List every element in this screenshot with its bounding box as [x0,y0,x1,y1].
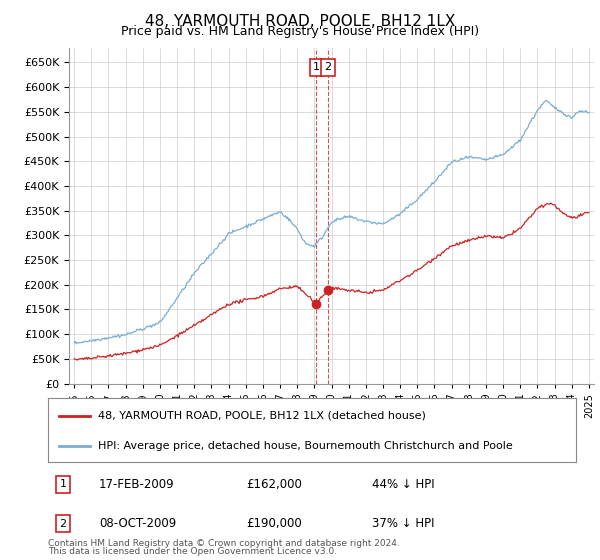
Text: 44% ↓ HPI: 44% ↓ HPI [372,478,434,491]
Text: HPI: Average price, detached house, Bournemouth Christchurch and Poole: HPI: Average price, detached house, Bour… [98,441,513,451]
Text: 48, YARMOUTH ROAD, POOLE, BH12 1LX: 48, YARMOUTH ROAD, POOLE, BH12 1LX [145,14,455,29]
Text: 2: 2 [59,519,67,529]
Text: This data is licensed under the Open Government Licence v3.0.: This data is licensed under the Open Gov… [48,547,337,556]
Text: 37% ↓ HPI: 37% ↓ HPI [372,517,434,530]
Text: 08-OCT-2009: 08-OCT-2009 [99,517,176,530]
Text: 17-FEB-2009: 17-FEB-2009 [99,478,175,491]
Text: £190,000: £190,000 [246,517,302,530]
Text: 48, YARMOUTH ROAD, POOLE, BH12 1LX (detached house): 48, YARMOUTH ROAD, POOLE, BH12 1LX (deta… [98,410,426,421]
Text: £162,000: £162,000 [246,478,302,491]
Text: 1: 1 [313,62,320,72]
Text: Contains HM Land Registry data © Crown copyright and database right 2024.: Contains HM Land Registry data © Crown c… [48,539,400,548]
Text: 1: 1 [59,479,67,489]
Text: 2: 2 [325,62,331,72]
Text: Price paid vs. HM Land Registry's House Price Index (HPI): Price paid vs. HM Land Registry's House … [121,25,479,38]
